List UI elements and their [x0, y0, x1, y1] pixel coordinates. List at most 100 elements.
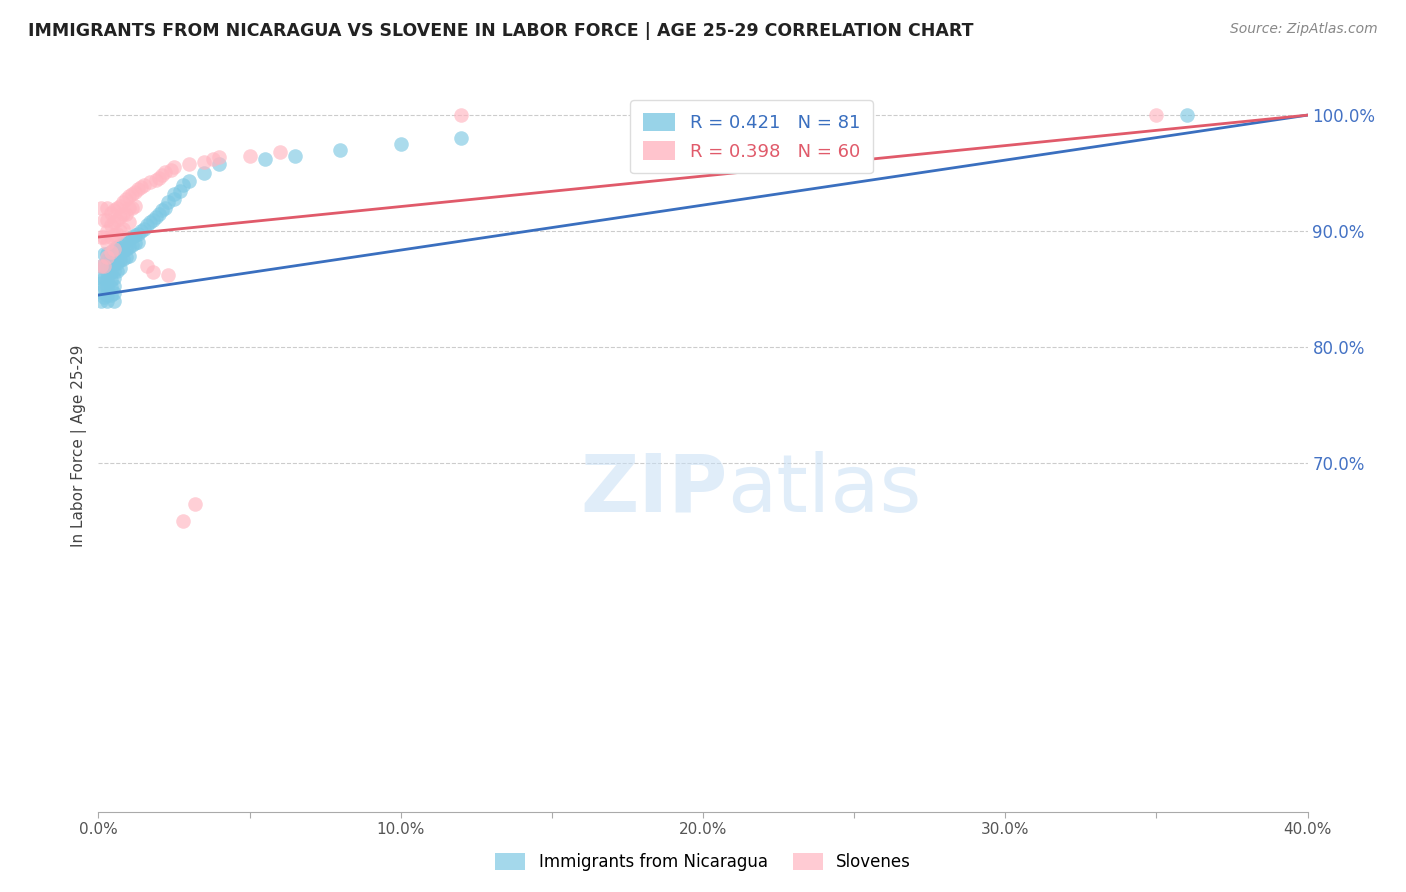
Point: [108, 211, 131, 225]
Point: [96, 224, 118, 238]
Point: [93, 212, 115, 227]
Point: [96, 273, 118, 287]
Point: [284, 149, 307, 163]
Point: [96, 288, 118, 302]
Point: [329, 143, 352, 157]
Point: [111, 235, 134, 250]
Point: [100, 219, 122, 233]
Point: [105, 247, 128, 261]
Point: [100, 245, 122, 260]
Text: IMMIGRANTS FROM NICARAGUA VS SLOVENE IN LABOR FORCE | AGE 25-29 CORRELATION CHAR: IMMIGRANTS FROM NICARAGUA VS SLOVENE IN …: [28, 22, 973, 40]
Point: [105, 263, 128, 277]
Point: [269, 145, 291, 160]
Point: [105, 227, 128, 241]
Point: [150, 169, 173, 183]
Point: [90, 270, 112, 285]
Point: [100, 252, 122, 266]
Point: [96, 293, 118, 308]
Point: [163, 192, 186, 206]
Point: [103, 257, 125, 271]
Point: [156, 268, 179, 283]
Point: [108, 253, 131, 268]
Point: [124, 199, 146, 213]
Point: [93, 290, 115, 304]
Point: [118, 249, 141, 263]
Point: [96, 212, 118, 227]
Point: [156, 195, 179, 210]
Point: [127, 235, 149, 249]
Point: [90, 277, 112, 291]
Point: [160, 162, 183, 177]
Point: [153, 201, 176, 215]
Point: [90, 285, 112, 299]
Point: [253, 153, 276, 167]
Point: [103, 263, 125, 277]
Point: [114, 192, 136, 206]
Point: [132, 222, 155, 236]
Point: [108, 199, 131, 213]
Point: [135, 259, 157, 273]
Point: [121, 201, 143, 215]
Point: [103, 285, 125, 300]
Point: [193, 166, 215, 180]
Point: [129, 224, 152, 238]
Point: [105, 201, 128, 215]
Point: [100, 230, 122, 244]
Point: [103, 215, 125, 229]
Point: [389, 137, 412, 152]
Point: [111, 252, 134, 266]
Point: [129, 180, 152, 194]
Point: [118, 240, 141, 254]
Point: [124, 235, 146, 250]
Text: atlas: atlas: [727, 450, 921, 529]
Point: [193, 154, 215, 169]
Point: [96, 253, 118, 268]
Point: [1175, 108, 1198, 122]
Point: [111, 244, 134, 258]
Point: [105, 255, 128, 269]
Point: [100, 265, 122, 279]
Point: [103, 243, 125, 257]
Point: [124, 227, 146, 242]
Point: [121, 230, 143, 244]
Point: [118, 215, 141, 229]
Point: [121, 238, 143, 252]
Point: [208, 150, 231, 164]
Point: [103, 227, 125, 242]
Point: [90, 201, 112, 215]
Point: [145, 211, 167, 225]
Point: [118, 232, 141, 246]
Point: [103, 270, 125, 285]
Point: [100, 259, 122, 273]
Point: [103, 250, 125, 264]
Point: [139, 176, 162, 190]
Point: [103, 278, 125, 293]
Point: [172, 515, 194, 529]
Point: [96, 250, 118, 264]
Point: [163, 187, 186, 202]
Point: [145, 173, 167, 187]
Point: [108, 261, 131, 276]
Point: [114, 207, 136, 221]
Point: [108, 238, 131, 252]
Point: [118, 201, 141, 215]
Point: [96, 259, 118, 273]
Point: [121, 187, 143, 202]
Point: [142, 265, 165, 279]
Point: [135, 219, 157, 233]
Point: [96, 280, 118, 294]
Point: [111, 222, 134, 236]
Point: [93, 247, 115, 261]
Point: [132, 178, 155, 192]
Point: [163, 161, 186, 175]
Point: [661, 122, 683, 136]
Point: [103, 293, 125, 308]
Point: [108, 245, 131, 260]
Point: [202, 153, 225, 167]
Point: [103, 242, 125, 256]
Y-axis label: In Labor Force | Age 25-29: In Labor Force | Age 25-29: [72, 345, 87, 547]
Point: [93, 259, 115, 273]
Point: [96, 235, 118, 250]
Point: [90, 293, 112, 308]
Point: [450, 131, 472, 145]
